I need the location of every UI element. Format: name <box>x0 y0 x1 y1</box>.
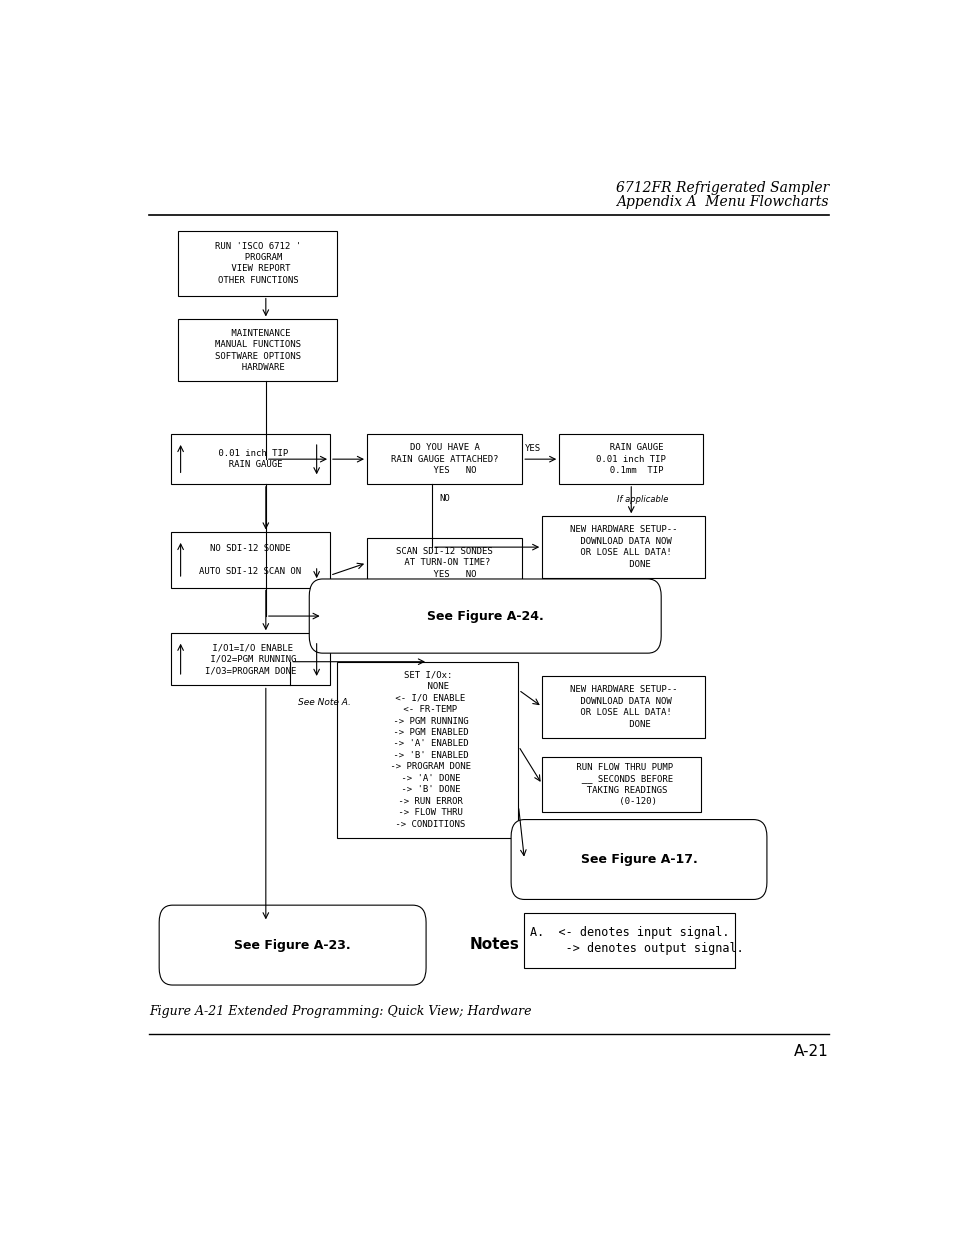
Text: See Note A.: See Note A. <box>297 698 350 708</box>
Text: NO: NO <box>439 494 450 503</box>
Text: RUN FLOW THRU PUMP
  __ SECONDS BEFORE
  TAKING READINGS
      (0-120): RUN FLOW THRU PUMP __ SECONDS BEFORE TAK… <box>570 763 672 806</box>
Text: Figure A-21 Extended Programming: Quick View; Hardware: Figure A-21 Extended Programming: Quick … <box>149 1005 531 1018</box>
FancyBboxPatch shape <box>541 516 704 578</box>
Text: YES: YES <box>524 443 540 452</box>
FancyBboxPatch shape <box>558 435 702 484</box>
Text: A-21: A-21 <box>794 1044 828 1060</box>
FancyBboxPatch shape <box>367 538 521 588</box>
FancyBboxPatch shape <box>159 905 426 986</box>
Text: MAINTENANCE
MANUAL FUNCTIONS
SOFTWARE OPTIONS
  HARDWARE: MAINTENANCE MANUAL FUNCTIONS SOFTWARE OP… <box>214 329 300 372</box>
FancyBboxPatch shape <box>511 820 766 899</box>
Text: If applicable: If applicable <box>616 495 667 504</box>
Text: 0.01 inch TIP
  RAIN GAUGE: 0.01 inch TIP RAIN GAUGE <box>213 450 288 469</box>
Text: NO SDI-12 SONDE

AUTO SDI-12 SCAN ON: NO SDI-12 SONDE AUTO SDI-12 SCAN ON <box>199 543 301 576</box>
FancyBboxPatch shape <box>541 757 700 811</box>
Text: RUN 'ISCO 6712 '
  PROGRAM
 VIEW REPORT
OTHER FUNCTIONS: RUN 'ISCO 6712 ' PROGRAM VIEW REPORT OTH… <box>214 242 300 285</box>
Text: SCAN SDI-12 SONDES
 AT TURN-ON TIME?
    YES   NO: SCAN SDI-12 SONDES AT TURN-ON TIME? YES … <box>395 547 493 579</box>
FancyBboxPatch shape <box>524 913 735 968</box>
FancyBboxPatch shape <box>171 435 330 484</box>
Text: See Figure A-24.: See Figure A-24. <box>426 610 543 622</box>
Text: NEW HARDWARE SETUP--
 DOWNLOAD DATA NOW
 OR LOSE ALL DATA!
      DONE: NEW HARDWARE SETUP-- DOWNLOAD DATA NOW O… <box>569 525 677 569</box>
Text: SET I/Ox:
    NONE
 <- I/O ENABLE
 <- FR-TEMP
 -> PGM RUNNING
 -> PGM ENABLED
 -: SET I/Ox: NONE <- I/O ENABLE <- FR-TEMP … <box>384 671 471 829</box>
FancyBboxPatch shape <box>541 676 704 737</box>
FancyBboxPatch shape <box>178 320 337 382</box>
Text: See Figure A-23.: See Figure A-23. <box>234 939 351 952</box>
Text: NEW HARDWARE SETUP--
 DOWNLOAD DATA NOW
 OR LOSE ALL DATA!
      DONE: NEW HARDWARE SETUP-- DOWNLOAD DATA NOW O… <box>569 685 677 729</box>
FancyBboxPatch shape <box>171 532 330 588</box>
FancyBboxPatch shape <box>309 579 660 653</box>
FancyBboxPatch shape <box>178 231 337 295</box>
FancyBboxPatch shape <box>171 634 330 685</box>
FancyBboxPatch shape <box>337 662 518 837</box>
Text: Appendix A  Menu Flowcharts: Appendix A Menu Flowcharts <box>616 195 828 210</box>
Text: RAIN GAUGE
0.01 inch TIP
  0.1mm  TIP: RAIN GAUGE 0.01 inch TIP 0.1mm TIP <box>596 443 665 475</box>
Text: 6712FR Refrigerated Sampler: 6712FR Refrigerated Sampler <box>615 182 828 195</box>
Text: DO YOU HAVE A
RAIN GAUGE ATTACHED?
    YES   NO: DO YOU HAVE A RAIN GAUGE ATTACHED? YES N… <box>391 443 497 475</box>
Text: See Figure A-17.: See Figure A-17. <box>580 853 697 866</box>
FancyBboxPatch shape <box>367 435 521 484</box>
Text: A.  <- denotes input signal.
     -> denotes output signal.: A. <- denotes input signal. -> denotes o… <box>530 925 743 955</box>
Text: I/O1=I/O ENABLE
 I/O2=PGM RUNNING
I/O3=PROGRAM DONE: I/O1=I/O ENABLE I/O2=PGM RUNNING I/O3=PR… <box>205 643 295 676</box>
Text: Notes: Notes <box>470 936 519 952</box>
